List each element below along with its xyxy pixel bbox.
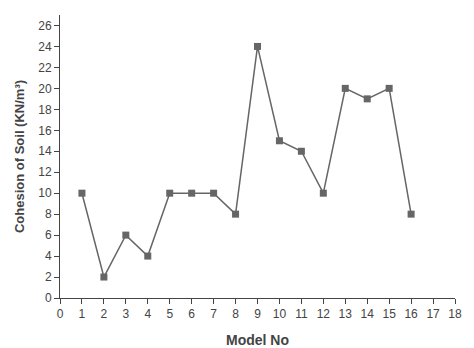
svg-text:0: 0: [45, 291, 52, 305]
svg-text:0: 0: [57, 307, 64, 321]
svg-text:13: 13: [339, 307, 353, 321]
svg-text:2: 2: [101, 307, 108, 321]
svg-text:12: 12: [38, 165, 52, 179]
svg-text:10: 10: [38, 186, 52, 200]
svg-text:6: 6: [45, 228, 52, 242]
svg-text:1: 1: [79, 307, 86, 321]
svg-text:16: 16: [38, 124, 52, 138]
svg-text:11: 11: [295, 307, 308, 321]
svg-text:26: 26: [38, 19, 52, 33]
svg-text:8: 8: [45, 207, 52, 221]
svg-text:17: 17: [426, 307, 440, 321]
svg-text:10: 10: [273, 307, 287, 321]
svg-text:8: 8: [232, 307, 239, 321]
svg-text:2: 2: [45, 270, 52, 284]
svg-text:14: 14: [361, 307, 375, 321]
svg-text:Model No: Model No: [226, 332, 289, 348]
svg-text:4: 4: [144, 307, 151, 321]
svg-text:5: 5: [166, 307, 173, 321]
svg-text:Cohesion of Soil (KN/m³): Cohesion of Soil (KN/m³): [12, 80, 27, 233]
svg-text:3: 3: [122, 307, 129, 321]
svg-text:16: 16: [404, 307, 418, 321]
svg-text:24: 24: [38, 40, 52, 54]
svg-text:15: 15: [382, 307, 396, 321]
svg-text:12: 12: [317, 307, 331, 321]
svg-text:4: 4: [45, 249, 52, 263]
svg-text:18: 18: [448, 307, 462, 321]
svg-text:7: 7: [210, 307, 217, 321]
svg-text:22: 22: [38, 61, 52, 75]
svg-text:9: 9: [254, 307, 261, 321]
svg-text:14: 14: [38, 144, 52, 158]
svg-text:6: 6: [188, 307, 195, 321]
svg-text:20: 20: [38, 82, 52, 96]
svg-text:18: 18: [38, 103, 52, 117]
